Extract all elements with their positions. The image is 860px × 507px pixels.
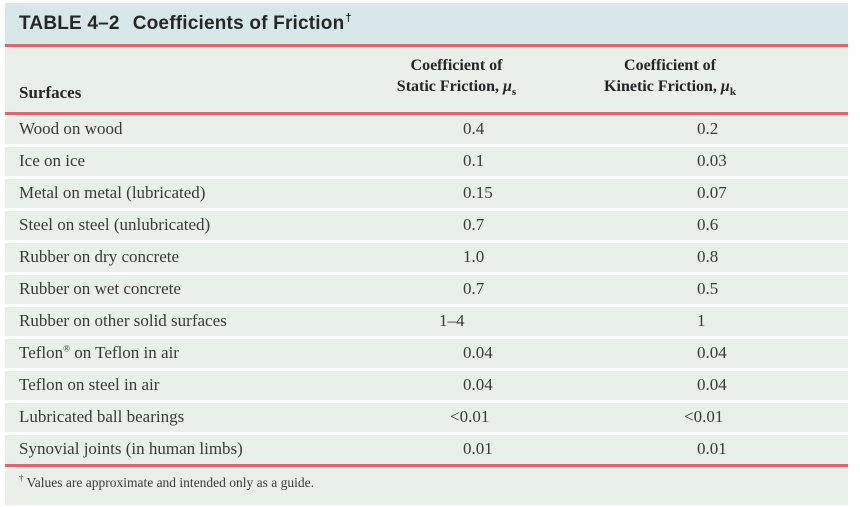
footnote-text: Values are approximate and intended only… [26, 474, 315, 490]
static-friction-column-header: Coefficient of Static Friction, μs [369, 55, 544, 103]
kinetic-header-line2: Kinetic Friction, μk [604, 77, 736, 98]
static-value-cell: <0.01 [385, 407, 560, 427]
surface-cell: Rubber on other solid surfaces [19, 311, 227, 331]
static-value: 0.7 [463, 215, 485, 235]
kinetic-value: 0.01 [697, 439, 727, 459]
kinetic-value-cell: 0.2 [560, 119, 848, 139]
table-row: Steel on steel (unlubricated) 0.7 0.6 [5, 210, 848, 240]
static-value: 0.04 [463, 343, 493, 363]
table-number: TABLE 4–2 [19, 12, 120, 34]
kinetic-value: 0.6 [697, 215, 719, 235]
mu-symbol: μ [503, 77, 512, 95]
mu-symbol: μ [720, 77, 730, 95]
kinetic-value-cell: 0.01 [560, 439, 848, 459]
friction-table-card: TABLE 4–2 Coefficients of Friction† Surf… [5, 3, 848, 505]
static-value: 1–4 [439, 311, 465, 331]
kinetic-value-cell: <0.01 [560, 407, 848, 427]
static-value: 1.0 [463, 247, 485, 267]
table-footnote: † Values are approximate and intended onl… [5, 466, 848, 505]
static-value-cell: 0.01 [385, 439, 560, 459]
static-value: 0.7 [463, 279, 485, 299]
table-row: Rubber on other solid surfaces 1–4 1 [5, 306, 848, 336]
static-value-cell: 0.15 [385, 183, 560, 203]
surface-cell: Metal on metal (lubricated) [19, 183, 206, 203]
surface-cell: Lubricated ball bearings [19, 407, 185, 427]
static-header-line1: Coefficient of [410, 56, 503, 74]
surface-cell: Rubber on wet concrete [19, 279, 181, 299]
kinetic-value: 0.04 [697, 343, 727, 363]
kinetic-value-cell: 1 [560, 311, 848, 331]
kinetic-value-cell: 0.03 [560, 151, 848, 171]
static-value-cell: 0.1 [385, 151, 560, 171]
surface-cell: Synovial joints (in human limbs) [19, 439, 243, 459]
table-row: Lubricated ball bearings <0.01 <0.01 [5, 402, 848, 432]
kinetic-value-cell: 0.04 [560, 343, 848, 363]
static-value-cell: 0.7 [385, 279, 560, 299]
footnote-dagger: † [19, 473, 24, 484]
kinetic-value: 0.8 [697, 247, 719, 267]
surfaces-column-header: Surfaces [19, 83, 82, 102]
kinetic-value: 0.03 [697, 151, 727, 171]
static-header-line2: Static Friction, μs [396, 77, 517, 98]
mu-sub-s: s [511, 86, 517, 98]
kinetic-value: 1 [697, 311, 706, 331]
surface-cell: Ice on ice [19, 151, 86, 171]
table-title-bar: TABLE 4–2 Coefficients of Friction† [5, 3, 848, 44]
kinetic-value: 0.2 [697, 119, 719, 139]
table-row: Rubber on dry concrete 1.0 0.8 [5, 242, 848, 272]
static-value: 0.1 [463, 151, 485, 171]
table-row: Synovial joints (in human limbs) 0.01 0.01 [5, 434, 848, 464]
static-value: <0.01 [450, 407, 490, 427]
kinetic-value: <0.01 [684, 407, 724, 427]
kinetic-value: 0.07 [697, 183, 727, 203]
kinetic-value-cell: 0.04 [560, 375, 848, 395]
title-dagger: † [345, 12, 352, 25]
kinetic-value-cell: 0.8 [560, 247, 848, 267]
mu-sub-k: k [729, 86, 736, 98]
surface-cell: Rubber on dry concrete [19, 247, 180, 267]
surface-cell: Wood on wood [19, 119, 123, 139]
column-header-row: Surfaces Coefficient of Static Friction,… [5, 47, 848, 112]
surface-cell: Teflon on steel in air [19, 375, 160, 395]
static-value-cell: 0.04 [385, 375, 560, 395]
static-value: 0.4 [463, 119, 485, 139]
surface-cell: Teflon® on Teflon in air [19, 343, 179, 363]
kinetic-friction-column-header: Coefficient of Kinetic Friction, μk [526, 55, 814, 103]
static-value-cell: 0.04 [385, 343, 560, 363]
table-row: Teflon® on Teflon in air 0.04 0.04 [5, 338, 848, 368]
static-value-cell: 1.0 [385, 247, 560, 267]
kinetic-value-cell: 0.6 [560, 215, 848, 235]
kinetic-value: 0.04 [697, 375, 727, 395]
top-rule [5, 44, 848, 47]
static-value: 0.04 [463, 375, 493, 395]
surface-cell: Steel on steel (unlubricated) [19, 215, 211, 235]
static-value-cell: 1–4 [385, 311, 560, 331]
header-rule [5, 112, 848, 115]
table-row: Wood on wood 0.4 0.2 [5, 115, 848, 144]
table-row: Metal on metal (lubricated) 0.15 0.07 [5, 178, 848, 208]
table-row: Ice on ice 0.1 0.03 [5, 146, 848, 176]
kinetic-value-cell: 0.07 [560, 183, 848, 203]
static-value-cell: 0.7 [385, 215, 560, 235]
kinetic-value-cell: 0.5 [560, 279, 848, 299]
table-row: Teflon on steel in air 0.04 0.04 [5, 370, 848, 400]
kinetic-value: 0.5 [697, 279, 719, 299]
table-title: Coefficients of Friction† [132, 12, 352, 34]
kinetic-header-line1: Coefficient of [624, 56, 716, 74]
registered-mark: ® [63, 343, 70, 354]
table-row: Rubber on wet concrete 0.7 0.5 [5, 274, 848, 304]
bottom-rule [5, 463, 848, 467]
static-value: 0.01 [463, 439, 493, 459]
static-value: 0.15 [463, 183, 493, 203]
table-rows: Wood on wood 0.4 0.2 Ice on ice 0.1 0.03 Metal… [5, 115, 848, 464]
static-value-cell: 0.4 [385, 119, 560, 139]
